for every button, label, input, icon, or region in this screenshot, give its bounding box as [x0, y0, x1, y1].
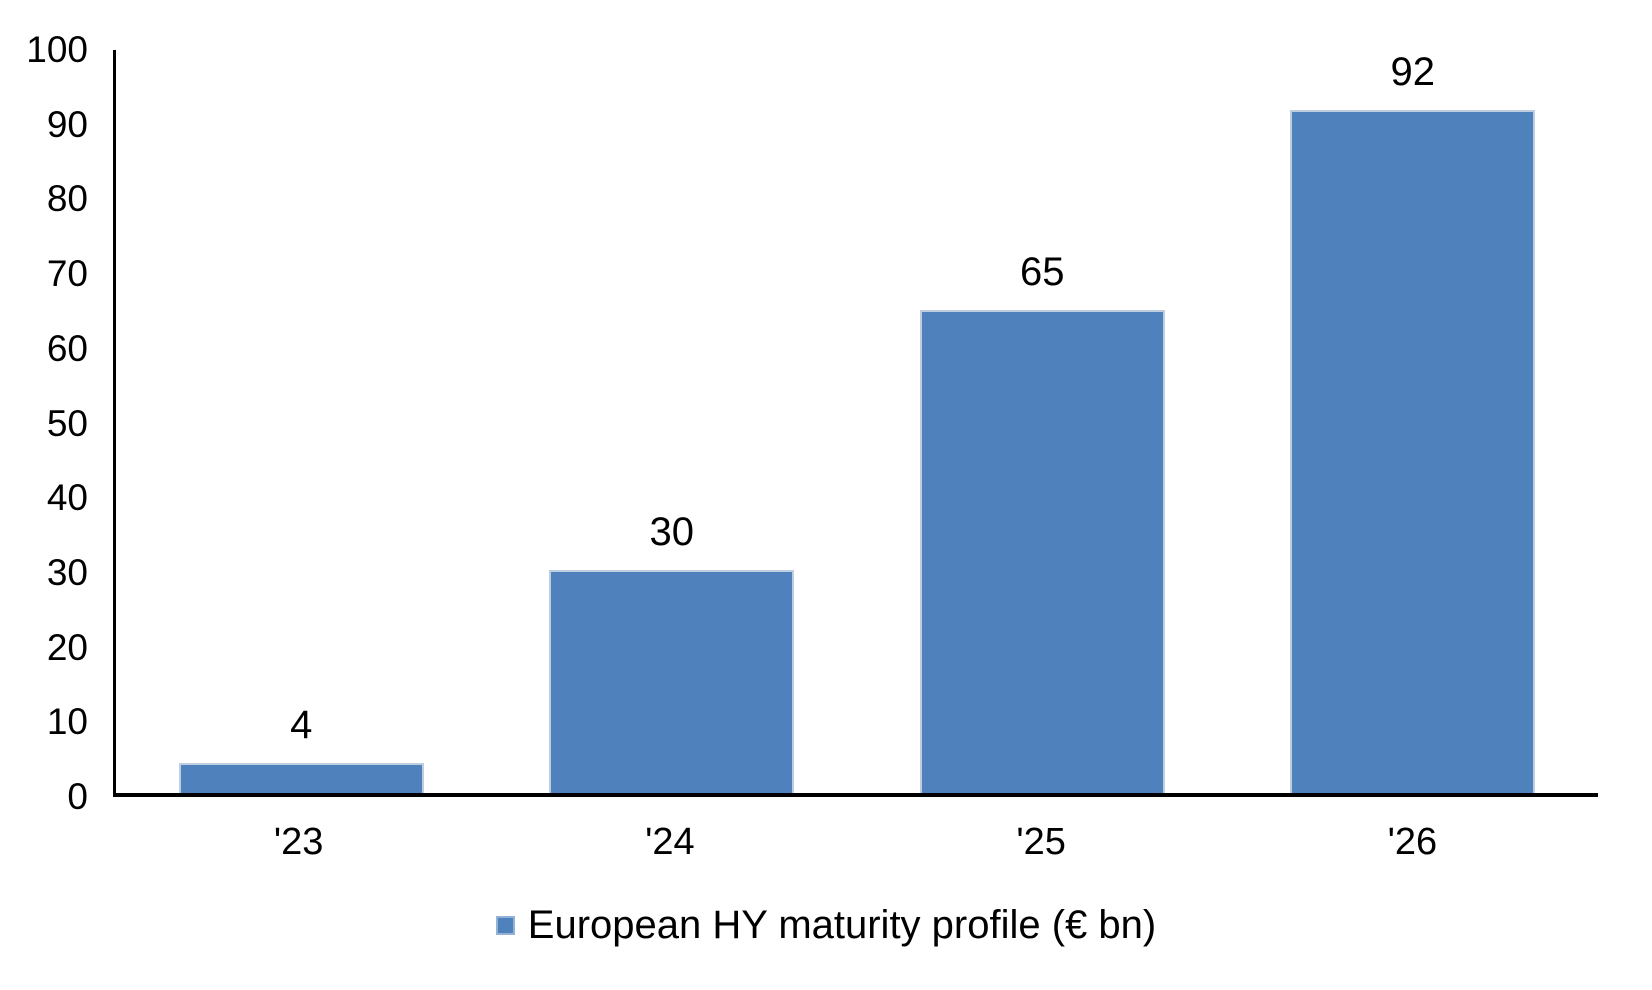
bar-series: 4 30 65 92: [116, 50, 1598, 793]
bar: [178, 763, 424, 793]
y-tick-label: 60: [46, 327, 88, 369]
y-tick-label: 40: [46, 477, 88, 519]
x-axis-label: '24: [645, 821, 695, 863]
x-axis: '23 '24 '25 '26: [113, 820, 1598, 864]
y-tick-label: 100: [26, 29, 88, 70]
y-tick-label: 70: [46, 253, 88, 295]
y-tick-label: 10: [46, 701, 88, 743]
y-tick-label: 50: [46, 402, 88, 444]
bar-value-label: 30: [649, 510, 695, 555]
plot-area: 4 30 65 92: [113, 50, 1598, 797]
bar-column: 4: [116, 50, 487, 793]
legend-label: European HY maturity profile (€ bn): [527, 903, 1157, 947]
y-tick-label: 0: [67, 776, 88, 817]
bar-column: 65: [857, 50, 1228, 793]
x-axis-label: '25: [1016, 821, 1066, 863]
bar-value-label: 92: [1390, 50, 1436, 94]
bar-column: 92: [1228, 50, 1599, 793]
x-axis-label: '26: [1387, 821, 1438, 863]
legend: European HY maturity profile (€ bn): [0, 902, 1652, 948]
y-axis: 0 10 20 30 40 50 60 70 80 90 100: [0, 0, 88, 990]
legend-marker-icon: [495, 915, 515, 935]
y-tick-label: 30: [46, 551, 88, 593]
bar-value-label: 65: [1020, 250, 1065, 295]
bar-value-label: 4: [290, 703, 313, 748]
y-tick-label: 90: [46, 103, 88, 145]
bar: [919, 310, 1165, 793]
y-tick-label: 20: [46, 626, 88, 668]
bar: [1290, 110, 1535, 793]
y-tick-label: 80: [46, 178, 88, 220]
bar-column: 30: [487, 50, 858, 793]
x-axis-label: '23: [273, 821, 324, 863]
bar: [549, 570, 794, 793]
